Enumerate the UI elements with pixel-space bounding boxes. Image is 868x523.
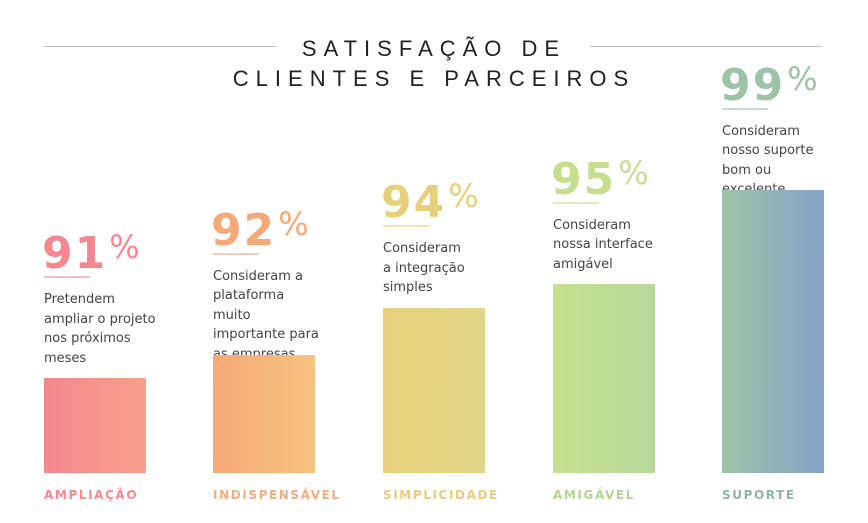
data-label-value: 99: [720, 59, 786, 111]
bar-description-line: Consideram: [383, 241, 461, 256]
bar: [383, 307, 485, 473]
percent-sign: %: [109, 228, 142, 266]
data-label: 92%: [211, 199, 311, 256]
bar-description-line: Consideram: [722, 123, 800, 139]
bar-description-line: nos próximos: [44, 331, 131, 346]
label-underline: [722, 107, 768, 110]
percent-sign: %: [787, 59, 820, 98]
bar: [213, 354, 315, 473]
data-label-value: 92: [211, 204, 277, 256]
chart-title-line-2: CLIENTES E PARCEIROS: [232, 66, 636, 91]
category-label: SIMPLICIDADE: [383, 488, 499, 502]
bar-description-line: meses: [44, 350, 87, 366]
category-label: AMIGÁVEL: [553, 488, 635, 502]
percent-sign: %: [448, 177, 481, 215]
data-label: 99%: [720, 54, 820, 111]
bar-description-line: ampliar o projeto: [44, 311, 156, 327]
title-rule-right: [590, 46, 822, 47]
data-label: 94%: [381, 171, 481, 228]
bar-description-line: Consideram: [553, 217, 631, 233]
bar-description-line: amigável: [553, 256, 613, 272]
bar-description: Consideram a plataforma muito importante p…: [213, 267, 325, 365]
label-underline: [213, 252, 259, 255]
title-rule-left: [44, 46, 276, 47]
percent-sign: %: [618, 153, 651, 192]
label-underline: [44, 276, 90, 278]
bar: [44, 378, 146, 473]
bar-description-line: importante para: [213, 327, 319, 342]
bar-description-line: Consideram a: [213, 268, 303, 284]
bar: [553, 284, 655, 473]
data-label: 95%: [551, 148, 651, 205]
bar-description-line: Pretendem: [44, 292, 115, 307]
category-label: SUPORTE: [722, 488, 796, 502]
bar-description: Consideram a integração simples: [383, 239, 495, 298]
category-label: AMPLIAÇÃO: [44, 488, 139, 502]
chart-title-line-1: SATISFAÇÃO DE: [301, 36, 567, 61]
bar: [722, 190, 824, 473]
bar-description-line: nossa interface: [553, 237, 653, 252]
bar-description: Pretendem ampliar o projeto nos próximos me…: [44, 290, 156, 368]
chart-title: SATISFAÇÃO DE CLIENTES E PARCEIROS: [150, 34, 718, 94]
bar-description: Consideram nossa interface amigável: [553, 216, 665, 275]
bar-description-line: plataforma muito: [213, 288, 285, 323]
category-label: INDISPENSÁVEL: [213, 488, 341, 502]
data-label-value: 95: [551, 153, 617, 205]
data-label-value: 94: [381, 177, 447, 228]
label-underline: [553, 201, 599, 204]
bar-description-line: simples: [383, 280, 433, 295]
data-label-value: 91: [42, 228, 108, 279]
data-label: 91%: [42, 222, 142, 279]
bar-description-line: nosso suporte: [722, 143, 814, 158]
percent-sign: %: [278, 204, 311, 243]
label-underline: [383, 225, 429, 227]
bar-description-line: a integração: [383, 260, 465, 276]
